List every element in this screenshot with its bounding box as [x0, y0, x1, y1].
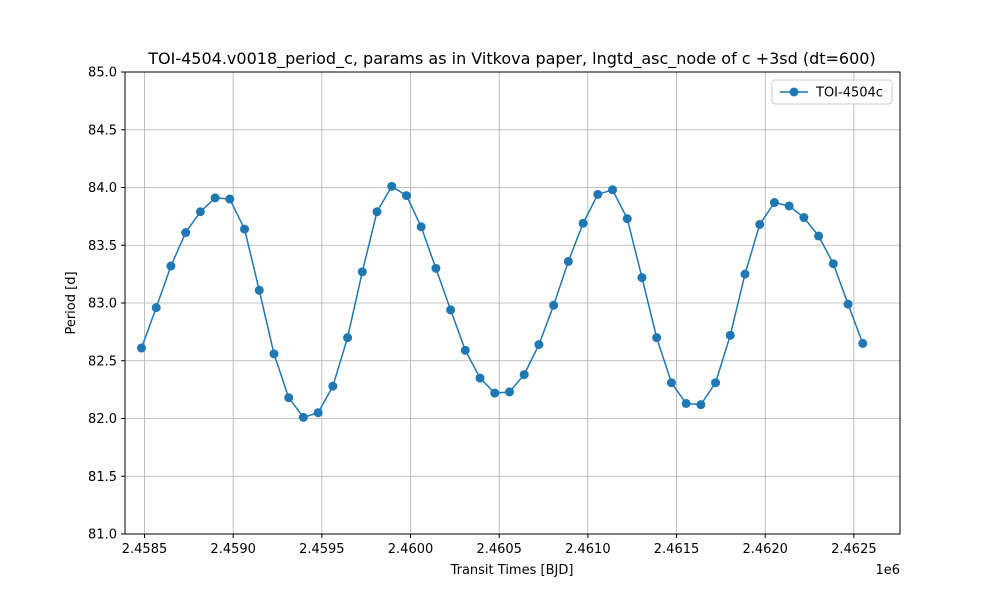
x-tick-label: 2.4600: [388, 542, 434, 557]
data-point: [666, 378, 676, 388]
data-point: [725, 330, 735, 340]
x-tick-label: 2.4625: [831, 542, 877, 557]
data-point: [166, 261, 176, 271]
y-tick-label: 84.0: [88, 181, 117, 196]
data-point: [343, 333, 353, 343]
series-line: [140, 185, 864, 419]
y-tick-label: 81.0: [88, 528, 117, 543]
y-tick-label: 82.0: [88, 412, 117, 427]
x-tick-label: 2.4585: [122, 542, 168, 557]
data-point: [696, 400, 706, 410]
x-tick-label: 2.4605: [476, 542, 522, 557]
legend-box: [771, 79, 893, 105]
grid: [125, 71, 900, 535]
data-point: [814, 231, 824, 241]
data-point: [652, 333, 662, 343]
data-point: [269, 349, 279, 359]
data-point: [740, 269, 750, 279]
x-tick-label: 2.4595: [299, 542, 345, 557]
data-point: [298, 412, 308, 422]
x-tick-label: 2.4615: [654, 542, 700, 557]
data-point: [549, 300, 559, 310]
chart-title: TOI-4504.v0018_period_c, params as in Vi…: [147, 49, 875, 69]
data-point: [401, 191, 411, 201]
axis-ticks: 2.4585 2.4590 2.4595 2.4600 2.4605 2.4610 2.46…: [88, 66, 877, 558]
y-axis-label: Period [d]: [64, 271, 79, 334]
data-point: [799, 213, 809, 223]
legend-entry-label: TOI-4504c: [815, 86, 883, 101]
x-tick-label: 2.4620: [742, 542, 788, 557]
data-point: [755, 219, 765, 229]
data-point: [387, 181, 397, 191]
data-point: [240, 224, 250, 234]
legend: TOI-4504c: [771, 79, 893, 105]
data-point: [210, 193, 220, 203]
data-point: [858, 338, 868, 348]
data-point: [828, 259, 838, 269]
data-point: [475, 373, 485, 383]
data-point: [843, 299, 853, 309]
data-point: [769, 198, 779, 208]
data-point: [563, 256, 573, 266]
y-tick-label: 82.5: [88, 354, 117, 369]
data-point: [608, 185, 618, 195]
data-point: [637, 273, 647, 283]
data-point: [136, 343, 146, 353]
data-point: [357, 267, 367, 277]
y-tick-label: 83.5: [88, 239, 117, 254]
y-tick-label: 81.5: [88, 470, 117, 485]
data-point: [181, 228, 191, 238]
y-tick-label: 84.5: [88, 123, 117, 138]
y-tick-label: 83.0: [88, 297, 117, 312]
data-point: [578, 218, 588, 228]
x-tick-label: 2.4610: [565, 542, 611, 557]
data-point: [431, 263, 441, 273]
data-point: [151, 303, 161, 313]
data-point: [534, 340, 544, 350]
data-point: [446, 305, 456, 315]
data-point: [372, 207, 382, 217]
x-tick-label: 2.4590: [210, 542, 256, 557]
data-point: [284, 393, 294, 403]
data-point: [519, 370, 529, 380]
data-point: [328, 381, 338, 391]
data-point: [490, 388, 500, 398]
data-point: [416, 222, 426, 232]
x-axis-label: Transit Times [BJD]: [450, 563, 574, 578]
data-point: [254, 285, 264, 295]
legend-marker-swatch: [789, 87, 799, 97]
y-tick-label: 85.0: [88, 66, 117, 81]
data-point: [784, 201, 794, 211]
data-point: [622, 214, 632, 224]
data-point: [711, 378, 721, 388]
data-point: [460, 345, 470, 355]
data-point: [195, 207, 205, 217]
data-point: [225, 194, 235, 204]
data-point: [313, 408, 323, 418]
x-axis-offset-label: 1e6: [875, 563, 900, 578]
series-layer: [136, 181, 868, 422]
data-point: [593, 189, 603, 199]
data-point: [504, 387, 514, 397]
data-point: [681, 398, 691, 408]
